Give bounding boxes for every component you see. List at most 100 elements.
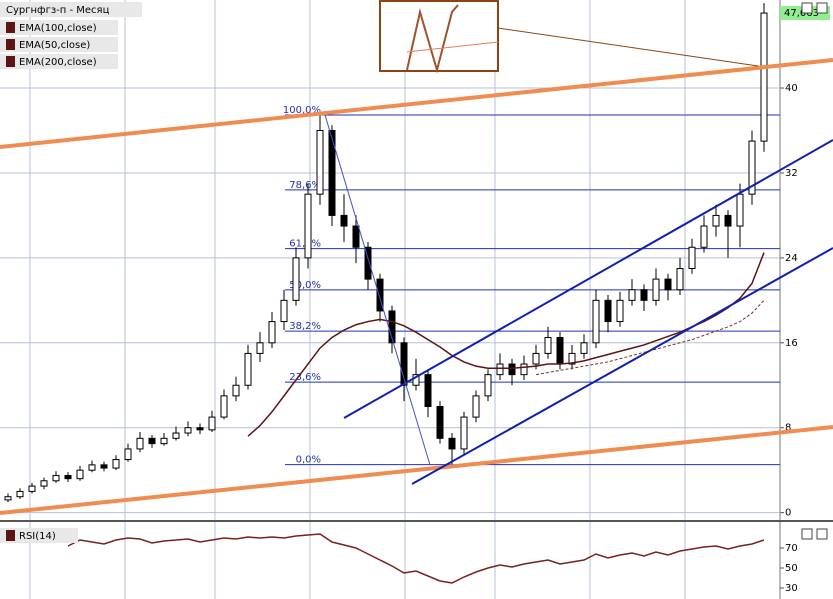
y-tick-label: 50 [785, 563, 798, 574]
candle-body [460, 416, 468, 450]
trendline [0, 425, 833, 515]
candle-body [544, 336, 552, 354]
legend-swatch [6, 22, 15, 33]
legend-box[interactable] [0, 37, 118, 52]
legend-label: EMA(200,close) [19, 57, 97, 68]
candle-body [244, 352, 252, 386]
panel-button[interactable] [801, 528, 813, 540]
legend-label: RSI(14) [19, 531, 56, 542]
candle-body [556, 336, 564, 365]
candle-body [736, 193, 744, 227]
fib-label: 23,6% [289, 372, 321, 383]
candle-body [52, 474, 60, 482]
candle-body [592, 299, 600, 344]
candle-body [292, 257, 300, 301]
legend-label: EMA(50,close) [19, 40, 90, 51]
candle-body [364, 246, 372, 280]
candle-body [268, 321, 276, 344]
fib-label: 100,0% [283, 105, 321, 116]
candle-body [484, 374, 492, 397]
candle-body [664, 278, 672, 291]
candle-body [136, 437, 144, 450]
candle-body [448, 437, 456, 450]
trendline [0, 58, 833, 149]
candle-body [172, 432, 180, 439]
candle-body [640, 289, 648, 301]
time-grid [29, 0, 686, 599]
channel-line [411, 247, 833, 485]
plot-layer: 0816243240100,0%78,6%61,8%50,0%38,2%23,6… [0, 3, 830, 594]
fib-label: 38,2% [289, 321, 321, 332]
y-tick-label: 30 [785, 583, 798, 594]
indicator-line [67, 533, 765, 584]
candle-body [148, 437, 156, 445]
candle-body [508, 363, 516, 376]
candle-body [580, 342, 588, 354]
candle-body [688, 246, 696, 269]
candle-body [64, 474, 72, 480]
fib-label: 50,0% [289, 280, 321, 291]
panel-button[interactable] [801, 2, 813, 14]
y-tick-label: 40 [785, 83, 798, 94]
panel-button[interactable] [816, 2, 828, 14]
candle-body [316, 130, 324, 195]
legend-swatch [6, 39, 15, 50]
y-tick-label: 16 [785, 338, 798, 349]
inset-line [406, 41, 499, 53]
channel-line [343, 139, 833, 419]
candle-body [628, 289, 636, 301]
legend-box[interactable] [0, 20, 118, 35]
candle-body [40, 480, 48, 487]
y-tick-label: 70 [785, 543, 798, 554]
y-tick-label: 8 [785, 423, 791, 434]
indicator-line [247, 252, 765, 437]
candle-body [184, 427, 192, 434]
price-tag: 47,063 [784, 8, 819, 19]
legend-box[interactable] [0, 54, 118, 69]
candle-body [328, 130, 336, 216]
candle-body [760, 12, 768, 142]
fib-diagonal [324, 114, 431, 466]
candle-body [100, 464, 108, 469]
legend-label: EMA(100,close) [19, 23, 97, 34]
fib-label: 0,0% [296, 455, 321, 466]
candle-body [88, 464, 96, 471]
candle-body [352, 225, 360, 248]
candle-body [472, 395, 480, 418]
candle-body [232, 384, 240, 397]
legend-box[interactable] [0, 528, 78, 543]
candle-body [748, 140, 756, 195]
legend-box[interactable] [0, 2, 142, 17]
candle-body [676, 267, 684, 291]
fib-label: 78,6% [289, 180, 321, 191]
legend-swatch [6, 530, 15, 541]
candle-body [724, 214, 732, 227]
inset-sketch [406, 4, 459, 74]
pointer-arrow [497, 27, 759, 67]
panel-button[interactable] [816, 528, 828, 540]
candle-body [712, 214, 720, 227]
candle-body [220, 395, 228, 418]
candle-body [436, 405, 444, 439]
candle-body [400, 342, 408, 386]
candle-body [280, 299, 288, 323]
y-tick-label: 32 [785, 168, 798, 179]
candle-body [424, 374, 432, 407]
candle-body [304, 193, 312, 259]
candle-body [616, 299, 624, 323]
y-tick-label: 24 [785, 253, 798, 264]
candle-body [652, 278, 660, 301]
candle-body [376, 278, 384, 312]
candle-body [160, 437, 168, 445]
legend: Сургнфгз-п - Месяц EMA(100,close) EMA(50… [0, 2, 142, 543]
candle-body [568, 352, 576, 365]
candle-body [76, 469, 84, 480]
legend-swatch [6, 56, 15, 67]
candle-body [256, 342, 264, 354]
candle-body [196, 427, 204, 431]
candle-body [340, 214, 348, 227]
legend-title: Сургнфгз-п - Месяц [6, 5, 110, 16]
candle-body [4, 496, 12, 501]
candle-body [124, 448, 132, 461]
